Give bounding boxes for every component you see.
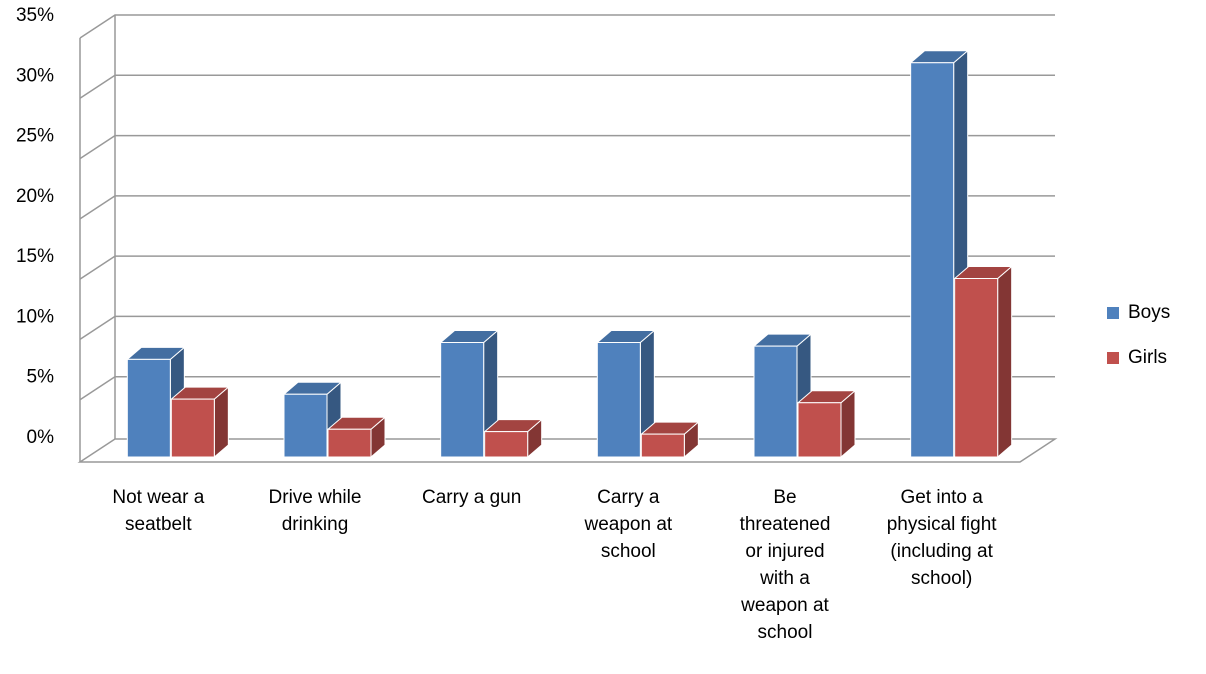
- bar: [953, 265, 1014, 459]
- x-tick-label: Carry a gun: [422, 487, 522, 508]
- bar: [125, 346, 186, 459]
- y-tick-label: 30%: [16, 65, 54, 86]
- y-tick-label: 25%: [16, 126, 54, 147]
- grid-line: [79, 134, 1055, 160]
- bar-front: [910, 62, 955, 458]
- bar-side: [997, 265, 1013, 459]
- legend-label: Boys: [1128, 302, 1170, 323]
- y-tick-label: 35%: [16, 5, 54, 26]
- bar-front: [283, 393, 328, 458]
- y-tick-label: 0%: [27, 427, 55, 448]
- bar: [595, 329, 656, 459]
- bar: [483, 418, 544, 459]
- bar-front: [596, 341, 641, 458]
- bar-front: [797, 402, 842, 458]
- x-tick-label: Be threatened or injured with a weapon a…: [739, 487, 831, 643]
- grid-line: [79, 255, 1055, 280]
- y-tick-label: 20%: [16, 186, 54, 207]
- bar: [439, 329, 500, 459]
- bar: [796, 389, 857, 459]
- legend-label: Girls: [1128, 347, 1167, 368]
- bar-front: [170, 398, 215, 458]
- bar: [326, 416, 387, 459]
- bar-front: [126, 358, 171, 458]
- legend-swatch: [1107, 307, 1119, 319]
- bar-front: [327, 428, 372, 458]
- x-tick-label: Carry a weapon at school: [584, 487, 673, 562]
- bar-front: [954, 278, 999, 458]
- grid-line: [79, 14, 1055, 39]
- bar-front: [484, 431, 529, 458]
- bar-front: [640, 433, 685, 458]
- bar: [169, 386, 230, 459]
- bar-front: [440, 341, 485, 458]
- y-tick-label: 5%: [27, 367, 55, 388]
- grid-line: [79, 315, 1055, 341]
- y-tick-label: 10%: [16, 306, 54, 327]
- grid-line: [79, 195, 1055, 220]
- grid-line: [79, 375, 1055, 401]
- x-tick-label: Get into a physical fight (including at …: [886, 487, 997, 589]
- bar-front: [753, 345, 798, 458]
- bar: [639, 421, 700, 459]
- x-tick-label: Drive while drinking: [268, 487, 362, 535]
- y-tick-label: 15%: [16, 246, 54, 267]
- legend-swatch: [1107, 352, 1119, 364]
- grid-line: [79, 74, 1055, 99]
- x-tick-label: Not wear a seatbelt: [112, 487, 205, 535]
